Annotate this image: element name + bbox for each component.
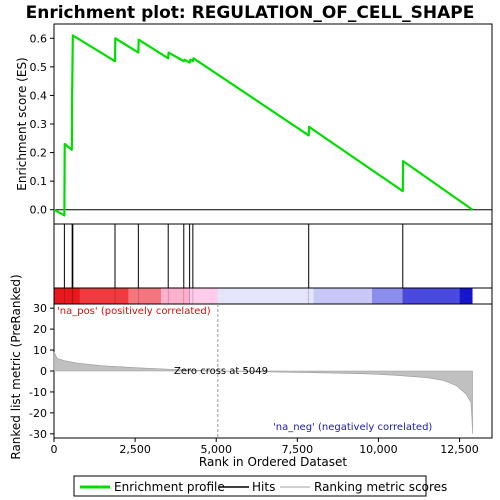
rank-y-tick-label: -20	[29, 407, 47, 420]
chart-title: Enrichment plot: REGULATION_OF_CELL_SHAP…	[26, 3, 475, 23]
ranking-panel: -30 -20 -10 0 10 20 30 'na_pos' (positively cor…	[9, 274, 493, 460]
colorbar-segment	[54, 288, 80, 304]
colorbar-segment	[459, 288, 473, 304]
x-tick-label: 2,500	[119, 443, 151, 456]
rank-y-tick-label: -10	[29, 386, 47, 399]
legend-label: Ranking metric scores	[314, 480, 447, 494]
x-axis-label: Rank in Ordered Dataset	[199, 455, 347, 469]
colorbar-segment	[371, 288, 403, 304]
es-y-tick-label: 0.6	[30, 32, 48, 45]
enrichment-profile-line	[53, 34, 474, 217]
es-y-axis-label: Enrichment score (ES)	[15, 57, 29, 190]
positive-correlation-label: 'na_pos' (positively correlated)	[57, 306, 211, 317]
x-tick-label: 7,500	[282, 443, 314, 456]
es-y-tick-label: 0.2	[30, 147, 48, 160]
colorbar-segment	[128, 288, 162, 304]
es-y-tick-label: 0.4	[30, 89, 48, 102]
rank-colorbar	[53, 287, 493, 305]
legend-label: Enrichment profile	[114, 480, 225, 494]
es-plot-frame	[53, 23, 493, 225]
x-tick-label: 0	[51, 443, 58, 456]
colorbar-segment	[313, 288, 372, 304]
zero-cross-label: Zero cross at 5049	[174, 366, 268, 377]
rank-y-tick-label: 30	[33, 302, 47, 315]
colorbar-segment	[217, 288, 314, 304]
legend-box	[73, 475, 427, 497]
legend: Enrichment profile Hits Ranking metric sco…	[73, 475, 447, 497]
colorbar-segment	[161, 288, 191, 304]
rank-y-axis-label: Ranked list metric (PreRanked)	[9, 274, 23, 459]
es-y-tick-label: 0.3	[30, 118, 48, 131]
ranking-metric-area	[53, 352, 473, 434]
x-tick-label: 10,000	[359, 443, 398, 456]
rank-y-tick-label: -30	[29, 428, 47, 441]
x-tick-label: 5,000	[200, 443, 232, 456]
rank-y-tick-label: 10	[33, 344, 47, 357]
es-y-tick-label: 0.5	[30, 61, 48, 74]
x-axis: 0 2,500 5,000 7,500 10,000 12,500 Rank in Orde…	[51, 438, 479, 469]
rank-y-tick-label: 20	[33, 323, 47, 336]
colorbar-segment	[190, 288, 218, 304]
es-y-tick-label: 0.0	[30, 204, 48, 217]
legend-label: Hits	[252, 480, 275, 494]
es-y-tick-label: 0.1	[30, 175, 48, 188]
x-tick-label: 12,500	[440, 443, 479, 456]
rank-y-tick-label: 0	[40, 365, 47, 378]
negative-correlation-label: 'na_neg' (negatively correlated)	[273, 422, 432, 433]
colorbar-segment	[402, 288, 460, 304]
hits-panel	[53, 223, 493, 289]
hits-frame	[53, 223, 493, 289]
colorbar-segment	[79, 288, 129, 304]
